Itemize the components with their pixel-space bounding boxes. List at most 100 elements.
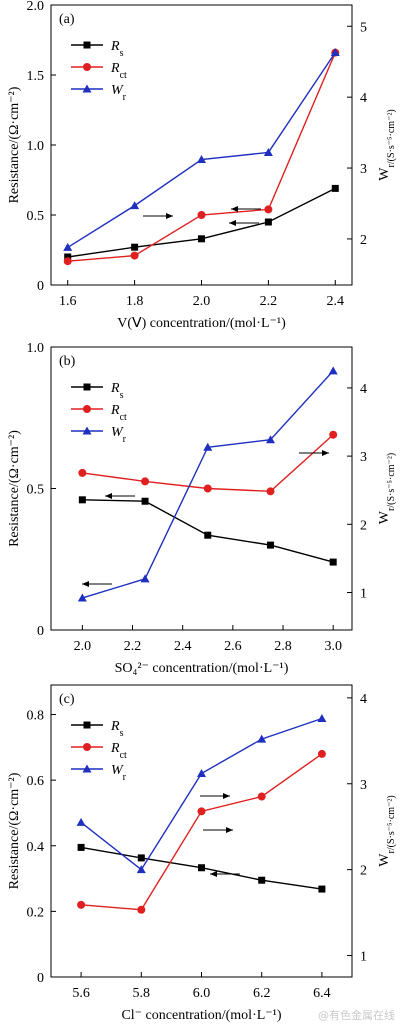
x-tick-label: 6.4 — [313, 986, 331, 1001]
plot-frame — [50, 346, 353, 631]
data-point — [257, 734, 267, 743]
left-tick-label: 0.2 — [27, 905, 45, 920]
data-point — [78, 468, 87, 477]
x-axis-label: SO₄²⁻ concentration/(mol·L⁻¹) — [115, 661, 289, 676]
legend-marker — [83, 405, 91, 413]
left-tick-label: 0 — [37, 624, 44, 639]
data-point — [131, 243, 139, 251]
data-point — [258, 876, 266, 884]
left-tick-label: 2.0 — [27, 0, 45, 14]
legend-marker — [82, 764, 92, 773]
axis-arrow-head — [82, 581, 89, 587]
left-tick-label: 0.4 — [27, 840, 45, 855]
data-point — [329, 430, 338, 439]
y-axis-label-right: Wr/(S·s⁻⁵·cm⁻²) — [377, 109, 397, 180]
legend-marker — [83, 63, 91, 71]
data-point — [263, 147, 273, 156]
right-tick-label: 1 — [360, 586, 367, 601]
x-tick-label: 2.4 — [174, 639, 192, 654]
data-point — [257, 792, 266, 801]
data-point — [264, 205, 273, 214]
axis-arrow-head — [231, 206, 238, 212]
data-point — [76, 817, 86, 826]
right-tick-label: 4 — [360, 692, 367, 707]
axis-arrow-head — [105, 493, 112, 499]
data-point — [204, 531, 212, 539]
left-tick-label: 0 — [37, 279, 44, 294]
x-tick-label: 2.8 — [274, 639, 292, 654]
data-point — [203, 484, 212, 493]
x-tick-label: 1.6 — [59, 294, 77, 309]
legend-marker — [83, 721, 91, 729]
left-tick-label: 0.6 — [27, 774, 45, 789]
legend-label: Wr — [111, 763, 127, 783]
x-axis-label: Cl⁻ concentration/(mol·L⁻¹) — [121, 1008, 281, 1023]
data-point — [141, 477, 150, 486]
right-tick-label: 2 — [360, 864, 367, 879]
data-point — [64, 253, 72, 261]
data-point — [136, 865, 146, 874]
x-tick-label: 2.0 — [193, 294, 211, 309]
data-point — [328, 366, 338, 375]
legend-label: Rs — [110, 719, 124, 739]
data-point — [63, 242, 73, 251]
data-point — [198, 864, 205, 872]
panel-label: (c) — [59, 692, 75, 707]
x-tick-label: 5.6 — [72, 986, 90, 1001]
right-tick-label: 4 — [360, 91, 367, 106]
data-point — [331, 184, 339, 192]
x-axis-label: V(Ⅴ) concentration/(mol·L⁻¹) — [117, 316, 286, 331]
legend-label: Rs — [110, 381, 124, 401]
data-point — [77, 900, 86, 909]
legend-marker — [82, 84, 92, 93]
right-tick-label: 3 — [360, 778, 367, 793]
legend-label: Wr — [111, 83, 127, 103]
legend-marker — [83, 743, 91, 751]
data-point — [329, 558, 337, 566]
right-tick-label: 2 — [360, 233, 367, 248]
right-tick-label: 4 — [360, 382, 367, 397]
left-tick-label: 1.5 — [27, 69, 45, 84]
x-tick-label: 2.4 — [327, 294, 345, 309]
right-tick-label: 3 — [360, 450, 367, 465]
data-point — [203, 442, 213, 451]
data-point — [77, 843, 85, 851]
data-point — [197, 807, 206, 816]
data-point — [198, 235, 205, 243]
y-axis-label-right: Wr/(S·s⁻⁵·cm⁻²) — [377, 795, 397, 866]
axis-arrow-head — [229, 220, 236, 226]
left-tick-label: 0.5 — [27, 483, 45, 498]
y-axis-label-left: Resistance/(Ω·cm⁻²) — [7, 86, 22, 203]
y-axis-label-right: Wr/(S·s⁻⁵·cm⁻²) — [377, 453, 397, 524]
left-tick-label: 0.5 — [27, 209, 45, 224]
x-tick-label: 2.2 — [124, 639, 142, 654]
axis-arrow-head — [322, 450, 329, 456]
data-point — [77, 593, 87, 602]
legend-label: Rct — [110, 741, 127, 761]
plot-frame — [50, 4, 353, 286]
legend-label: Rct — [110, 61, 127, 81]
x-tick-label: 2.2 — [260, 294, 278, 309]
right-tick-label: 1 — [360, 950, 367, 965]
left-tick-label: 0.8 — [27, 709, 45, 724]
legend-marker — [83, 41, 91, 49]
chart-panel-c: 5.6 5.8 6.0 6.2 6.4 0 0.2 0.4 0.6 0.8 1 2 3 4 Cl⁻ conc… — [7, 684, 397, 1023]
watermark: @有色金属在线 — [318, 1008, 395, 1022]
data-point — [141, 497, 149, 505]
data-point — [137, 905, 146, 914]
data-point — [197, 155, 206, 164]
right-tick-label: 5 — [360, 20, 367, 35]
x-tick-label: 6.0 — [193, 986, 211, 1001]
series-line-0 — [82, 499, 334, 563]
x-tick-label: 2.0 — [74, 639, 92, 654]
data-point — [317, 749, 326, 758]
x-tick-label: 1.8 — [126, 294, 144, 309]
legend-marker — [82, 426, 92, 435]
left-tick-label: 1.0 — [27, 341, 45, 356]
data-point — [63, 257, 72, 266]
data-point — [317, 713, 327, 722]
axis-arrow-head — [210, 871, 217, 877]
data-point — [266, 487, 275, 496]
data-point — [266, 541, 274, 549]
